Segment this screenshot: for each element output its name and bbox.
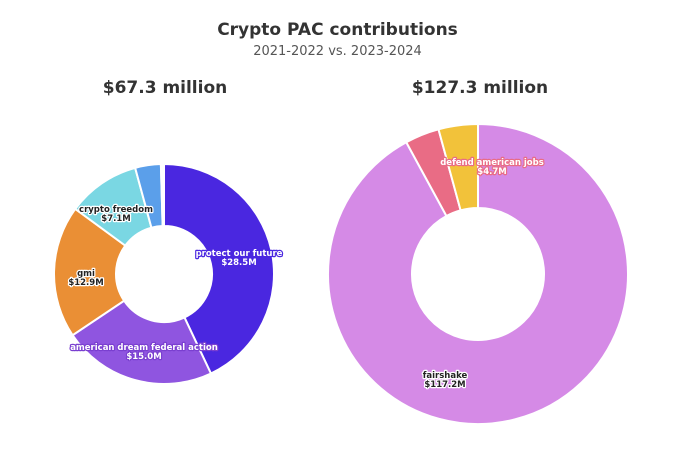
slice-fairshake xyxy=(327,122,629,425)
slice-protect-our-future xyxy=(163,162,275,375)
slice-name-protect-our-future: protect our future xyxy=(196,249,283,259)
slice-name-fairshake: fairshake xyxy=(423,371,468,381)
total-2021-2022: $67.3 million xyxy=(102,78,228,98)
slice-name-american-dream-federal-action: american dream federal action xyxy=(70,343,218,353)
slice-value-gmi: $12.9M xyxy=(68,278,103,288)
slice-value-american-dream-federal-action: $15.0M xyxy=(126,352,161,362)
chart-title: Crypto PAC contributions xyxy=(217,20,458,40)
slice-value-fairshake: $117.2M xyxy=(424,380,465,390)
slice-value-crypto-freedom: $7.1M xyxy=(101,214,130,224)
slice-name-defend-american-jobs: defend american jobs xyxy=(440,158,544,168)
slice-value-protect-our-future: $28.5M xyxy=(221,258,256,268)
slice-name-crypto-freedom: crypto freedom xyxy=(79,205,153,215)
slice-unlabeled-5 xyxy=(159,162,165,228)
slice-value-defend-american-jobs: $4.7M xyxy=(477,167,506,177)
slice-unlabeled-2 xyxy=(437,122,479,212)
slice-name-gmi: gmi xyxy=(77,269,95,279)
slice-american-dream-federal-action xyxy=(71,299,213,385)
chart-subtitle: 2021-2022 vs. 2023-2024 xyxy=(253,44,422,59)
slice-gmi xyxy=(53,207,127,337)
total-2023-2024: $127.3 million xyxy=(411,78,549,98)
